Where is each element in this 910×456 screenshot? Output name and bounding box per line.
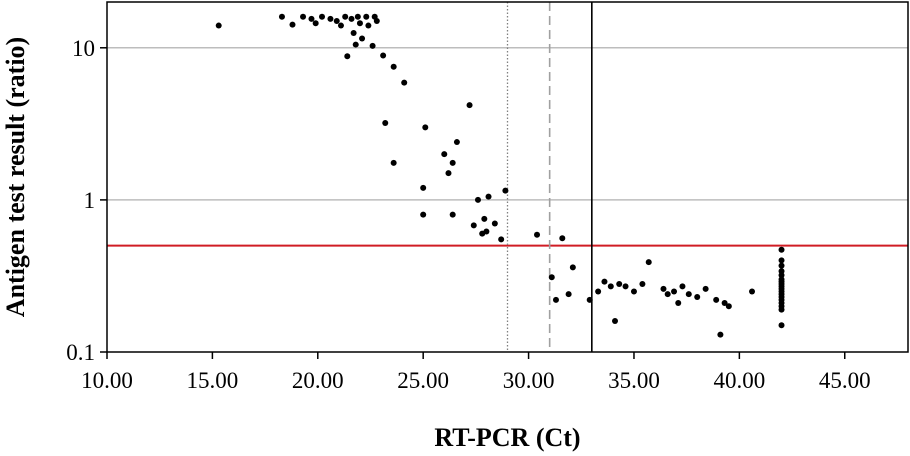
data-point — [595, 288, 602, 295]
plot-frame — [106, 1, 909, 353]
data-point — [390, 63, 397, 70]
data-point — [373, 18, 380, 25]
data-point — [749, 288, 756, 295]
data-point — [660, 285, 667, 292]
data-point — [363, 13, 370, 20]
data-point — [778, 322, 785, 329]
data-points — [215, 13, 785, 338]
data-point — [449, 159, 456, 166]
x-tick-label: 15.00 — [187, 368, 239, 393]
data-point — [671, 288, 678, 295]
data-point — [586, 296, 593, 303]
data-point — [337, 22, 344, 29]
data-point — [365, 22, 372, 29]
data-point — [725, 303, 732, 310]
data-point — [491, 220, 498, 227]
data-point — [344, 53, 351, 60]
y-tick-label: 10 — [72, 36, 95, 61]
data-point — [565, 291, 572, 298]
data-point — [717, 331, 724, 338]
data-point — [534, 231, 541, 238]
data-point — [342, 13, 349, 20]
data-point — [778, 272, 785, 279]
data-point — [485, 193, 492, 200]
data-point — [630, 288, 637, 295]
axis-ticks: 10.00 15.00 20.00 25.00 30.00 35.00 40.00 45.00… — [66, 36, 870, 393]
data-point — [664, 291, 671, 298]
data-point — [369, 42, 376, 49]
data-point — [778, 262, 785, 269]
data-point — [333, 18, 340, 25]
data-point — [350, 30, 357, 37]
reference-lines — [107, 2, 908, 352]
x-tick-label: 40.00 — [713, 368, 765, 393]
data-point — [215, 22, 222, 29]
data-point — [679, 283, 686, 290]
data-point — [713, 296, 720, 303]
x-tick-label: 10.00 — [81, 368, 133, 393]
y-tick-label: 1 — [84, 188, 96, 213]
data-point — [612, 317, 619, 324]
x-tick-label: 30.00 — [503, 368, 555, 393]
data-point — [552, 296, 559, 303]
data-point — [778, 306, 785, 313]
data-point — [420, 184, 427, 191]
x-tick-label: 35.00 — [608, 368, 660, 393]
data-point — [569, 264, 576, 271]
y-axis-title: Antigen test result (ratio) — [1, 37, 30, 317]
data-point — [778, 246, 785, 253]
data-point — [348, 15, 355, 22]
data-point — [601, 278, 608, 285]
data-point — [675, 299, 682, 306]
data-point — [445, 170, 452, 177]
data-point — [382, 120, 389, 127]
data-point — [289, 21, 296, 28]
data-point — [548, 274, 555, 281]
data-point — [308, 15, 315, 22]
data-point — [645, 259, 652, 266]
data-point — [694, 293, 701, 300]
data-point — [466, 102, 473, 109]
x-tick-label: 25.00 — [397, 368, 449, 393]
data-point — [354, 13, 361, 20]
data-point — [453, 139, 460, 146]
data-point — [470, 222, 477, 229]
data-point — [474, 196, 481, 203]
data-point — [312, 20, 319, 27]
data-point — [449, 211, 456, 218]
data-point — [359, 35, 366, 42]
data-point — [401, 79, 408, 86]
data-point — [380, 52, 387, 59]
data-point — [721, 299, 728, 306]
data-point — [422, 124, 429, 131]
x-tick-label: 20.00 — [292, 368, 344, 393]
data-point — [420, 211, 427, 218]
data-point — [502, 187, 509, 194]
data-point — [778, 257, 785, 264]
data-point — [319, 13, 326, 20]
data-point — [327, 15, 334, 22]
x-tick-label: 45.00 — [819, 368, 871, 393]
data-point — [702, 285, 709, 292]
data-point — [352, 41, 359, 48]
data-point — [616, 280, 623, 287]
y-tick-label: 0.1 — [66, 340, 95, 365]
data-point — [685, 291, 692, 298]
data-point — [639, 280, 646, 287]
data-point — [300, 13, 307, 20]
data-point — [481, 215, 488, 222]
data-point — [278, 13, 285, 20]
data-point — [622, 283, 629, 290]
data-point — [483, 228, 490, 235]
data-point — [559, 235, 566, 242]
data-point — [390, 159, 397, 166]
data-point — [607, 283, 614, 290]
data-point — [498, 236, 505, 243]
x-axis-title: RT-PCR (Ct) — [434, 423, 580, 452]
data-point — [356, 20, 363, 27]
data-point — [441, 151, 448, 158]
